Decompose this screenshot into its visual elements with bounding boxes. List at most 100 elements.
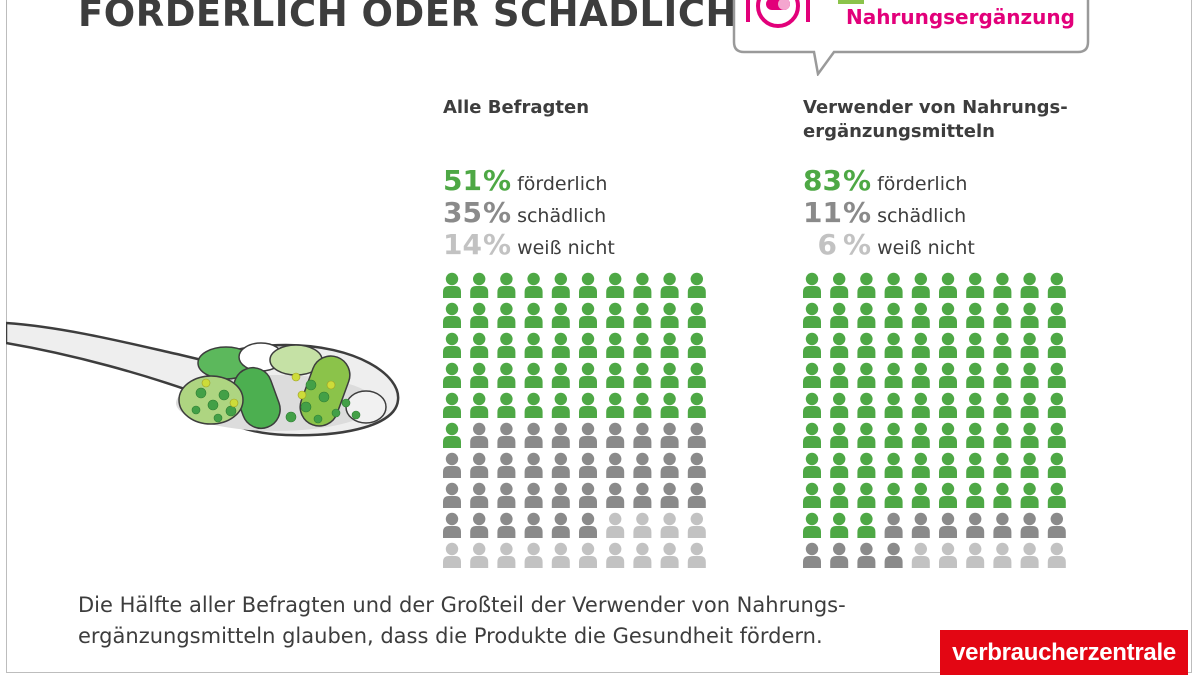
plate-pill-icon: [746, 0, 810, 28]
person-icon: [1020, 482, 1039, 508]
person-icon: [939, 422, 957, 448]
stat-label: weiß nicht: [517, 237, 615, 259]
person-icon: [551, 542, 570, 568]
stat-foerderlich: 83% förderlich: [803, 164, 968, 197]
person-icon: [803, 332, 821, 358]
stat-schaedlich: 11% schädlich: [803, 196, 966, 229]
person-icon: [687, 482, 706, 508]
stat-label: weiß nicht: [877, 237, 975, 259]
person-icon: [939, 482, 957, 508]
person-icon: [470, 482, 489, 508]
person-icon: [606, 272, 625, 298]
stat-unit: %: [843, 164, 872, 197]
person-icon: [551, 452, 570, 478]
person-icon: [830, 362, 849, 388]
person-icon: [579, 272, 597, 298]
person-icon: [551, 482, 570, 508]
stat-unit: %: [843, 228, 872, 261]
person-icon: [551, 332, 570, 358]
person-icon: [470, 302, 489, 328]
person-icon: [993, 302, 1012, 328]
person-icon: [606, 452, 625, 478]
person-icon: [857, 302, 876, 328]
stat-label: förderlich: [877, 173, 968, 195]
person-icon: [939, 542, 957, 568]
person-icon: [497, 302, 516, 328]
person-icon: [857, 452, 876, 478]
person-icon: [524, 452, 543, 478]
person-icon: [911, 422, 930, 448]
person-icon: [497, 332, 516, 358]
person-icon: [660, 422, 679, 448]
person-icon: [524, 482, 543, 508]
person-icon: [470, 272, 489, 298]
person-icon: [660, 272, 679, 298]
person-icon: [633, 542, 652, 568]
person-icon: [606, 542, 625, 568]
person-icon: [470, 452, 489, 478]
person-icon: [687, 542, 706, 568]
person-icon: [606, 362, 625, 388]
person-icon: [939, 302, 957, 328]
person-icon: [993, 422, 1012, 448]
stat-value: 51: [443, 164, 482, 197]
person-icon: [803, 422, 821, 448]
person-icon: [884, 482, 903, 508]
person-icon: [939, 512, 957, 538]
person-icon: [857, 332, 876, 358]
person-icon: [1047, 422, 1066, 448]
person-icon: [606, 512, 625, 538]
person-icon: [911, 362, 930, 388]
person-icon: [579, 302, 597, 328]
person-icon: [579, 392, 597, 418]
person-icon: [1020, 392, 1039, 418]
person-icon: [939, 362, 957, 388]
person-icon: [966, 482, 985, 508]
person-icon: [606, 482, 625, 508]
person-icon: [633, 272, 652, 298]
person-icon: [470, 512, 489, 538]
stat-schaedlich: 35% schädlich: [443, 196, 606, 229]
person-icon: [524, 272, 543, 298]
person-icon: [443, 452, 461, 478]
person-icon: [911, 272, 930, 298]
person-icon: [497, 392, 516, 418]
person-icon: [884, 422, 903, 448]
person-icon: [803, 542, 821, 568]
person-icon: [1047, 392, 1066, 418]
person-icon: [470, 542, 489, 568]
stat-unit: %: [483, 196, 512, 229]
person-icon: [633, 422, 652, 448]
person-icon: [857, 422, 876, 448]
stat-weiss-nicht: 14% weiß nicht: [443, 228, 615, 261]
person-icon: [660, 392, 679, 418]
person-icon: [579, 482, 597, 508]
person-icon: [857, 362, 876, 388]
person-icon: [966, 362, 985, 388]
person-icon: [551, 422, 570, 448]
person-icon: [443, 482, 461, 508]
person-icon: [497, 512, 516, 538]
person-icon: [830, 482, 849, 508]
person-icon: [993, 272, 1012, 298]
person-icon: [884, 362, 903, 388]
person-icon: [830, 302, 849, 328]
person-icon: [884, 452, 903, 478]
person-icon: [497, 362, 516, 388]
person-icon: [633, 392, 652, 418]
person-icon: [470, 422, 489, 448]
person-icon: [966, 302, 985, 328]
stat-value: 11: [803, 196, 842, 229]
person-icon: [470, 392, 489, 418]
spoon-illustration: [6, 321, 400, 437]
person-icon: [551, 512, 570, 538]
person-icon: [830, 332, 849, 358]
person-icon: [884, 542, 903, 568]
person-icon: [911, 512, 930, 538]
page-title: FÖRDERLICH ODER SCHÄDLICH?: [78, 0, 759, 35]
person-icon: [966, 332, 985, 358]
person-icon: [939, 452, 957, 478]
person-icon: [884, 272, 903, 298]
person-icon: [884, 512, 903, 538]
person-icon: [687, 452, 706, 478]
